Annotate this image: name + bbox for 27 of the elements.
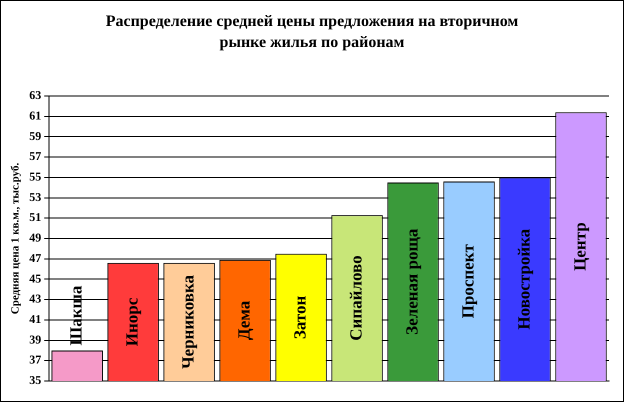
x-tick-label: Затон — [290, 295, 310, 340]
x-tick-label: Центр — [570, 222, 590, 271]
y-tick-label: 51 — [29, 210, 42, 224]
y-tick-label: 43 — [29, 292, 42, 306]
y-tick-label: 37 — [29, 352, 42, 367]
x-tick-label: Новостройка — [514, 228, 534, 330]
x-tick-label: Дема — [234, 300, 254, 340]
x-tick-label: Сипайлово — [346, 255, 366, 341]
y-tick-label: 61 — [29, 108, 42, 122]
y-tick-label: 41 — [29, 312, 42, 326]
y-tick-label: 53 — [29, 190, 42, 204]
y-tick-label: 63 — [29, 88, 42, 102]
y-tick-label: 35 — [29, 373, 42, 388]
y-tick-label: 49 — [29, 230, 42, 245]
x-tick-label: Проспект — [458, 243, 478, 318]
x-tick-label: Шакша — [66, 285, 86, 346]
y-tick-label: 55 — [29, 170, 42, 184]
y-tick-label: 39 — [29, 332, 42, 346]
y-tick-label: 59 — [29, 128, 42, 143]
chart-title: Распределение средней цены предложения на вторичном рынке жилья по районам — [104, 12, 520, 53]
x-tick-label: Черниковка — [178, 274, 198, 369]
x-tick-label: Зеленая роща — [402, 228, 422, 335]
y-tick-label: 57 — [29, 149, 42, 164]
y-tick-label: 45 — [29, 271, 42, 286]
y-tick-label: 47 — [29, 250, 42, 265]
x-tick-label: Инорс — [122, 297, 142, 346]
y-axis-title: Средняя цена 1 кв.м., тыс.руб. — [9, 162, 22, 314]
